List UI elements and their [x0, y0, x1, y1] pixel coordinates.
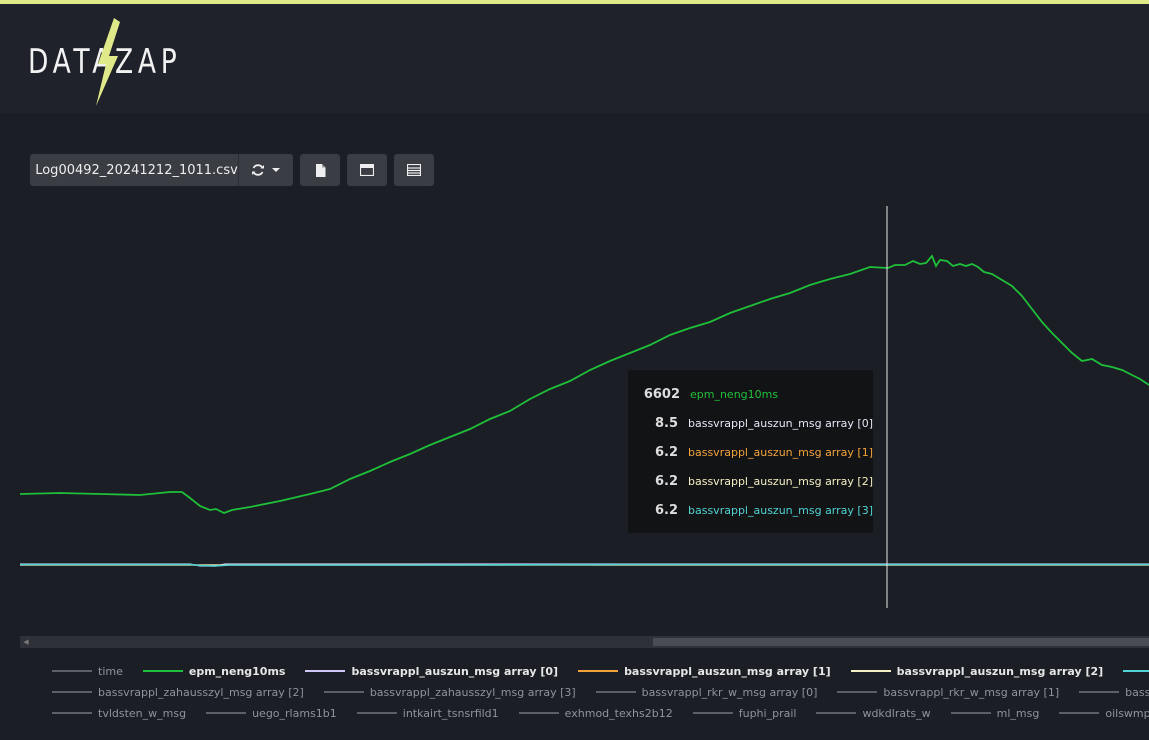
legend-item[interactable]: ml_msg [950, 706, 1040, 720]
tooltip-series-name: bassvrappl_auszun_msg array [0] [688, 416, 873, 430]
tooltip-row: 6.2 bassvrappl_auszun_msg array [3] [628, 500, 873, 520]
series-line-bassvrappl-auszun-array-3 [20, 563, 1149, 567]
legend-line-swatch [595, 691, 636, 693]
legend-line-swatch [206, 712, 247, 714]
hover-tooltip: 6602 epm_neng10ms 8.5 bassvrappl_auszun_… [628, 370, 873, 533]
single-pane-layout-button[interactable] [347, 154, 387, 186]
legend-label: bassvrappl_auszun_msg array [0] [351, 664, 559, 678]
scrollbar-thumb[interactable] [653, 638, 1149, 646]
legend-line-swatch [142, 670, 183, 672]
legend-line-swatch [837, 691, 878, 693]
chart-horizontal-scrollbar[interactable]: ◀ [20, 636, 1149, 648]
legend-label: bassvrappl_auszun_msg array [1] [624, 664, 831, 678]
legend-line-swatch [323, 691, 364, 693]
legend-row: bassvrappl_zahausszyl_msg array [2] bassv… [52, 683, 1149, 701]
legend-label: epm_neng10ms [188, 664, 286, 678]
legend-label: bassvrappl_zahausszyl_msg array [2] [98, 685, 304, 699]
legend-item[interactable]: bassvrappl_auszun_msg array [2] [850, 664, 1104, 678]
legend-line-swatch [305, 670, 346, 672]
legend-line-swatch [578, 670, 619, 672]
multi-pane-layout-button[interactable] [394, 154, 434, 186]
legend-line-swatch [692, 712, 733, 714]
tooltip-series-name: bassvrappl_auszun_msg array [3] [688, 503, 873, 517]
tooltip-series-name: bassvrappl_auszun_msg array [2] [688, 474, 873, 488]
legend-item[interactable]: fuphi_prail [692, 706, 797, 720]
tooltip-value: 6.2 [654, 444, 678, 460]
tooltip-row: 6.2 bassvrappl_auszun_msg array [1] [628, 442, 873, 462]
legend-item[interactable]: bassvrappl_rkr_w_msg array [0] [595, 685, 818, 699]
legend-label: bassvrappl_rkr_w_msg array [2] [1125, 685, 1149, 699]
legend-item[interactable]: bassvrappl_zahausszyl_msg array [2] [52, 686, 304, 699]
legend-line-swatch [816, 712, 857, 714]
legend-item[interactable]: tvldsten_w_msg [52, 707, 186, 720]
legend-label: tvldsten_w_msg [98, 706, 187, 720]
caret-down-icon [272, 168, 280, 172]
series-line-epm-neng10ms [20, 254, 1149, 514]
legend-line-swatch [1079, 691, 1120, 693]
tooltip-value: 6.2 [654, 473, 678, 489]
legend-label: bassvrappl_rkr_w_msg array [1] [883, 685, 1060, 699]
accent-top-bar [0, 0, 1149, 4]
legend-label: intkairt_tsnsrfild1 [402, 706, 499, 720]
legend-item[interactable]: bassvrappl_auszun_msg array [1] [578, 665, 831, 678]
legend-line-swatch [52, 712, 92, 714]
legend-line-swatch [52, 691, 92, 693]
scroll-left-arrow-icon[interactable]: ◀ [23, 638, 29, 646]
file-icon [315, 163, 325, 177]
legend-label: oilswmpt_t [1105, 706, 1149, 720]
legend-row: time epm_neng10ms bassvrappl_auszun_msg ar… [52, 662, 1149, 680]
legend-item[interactable]: bassvrappl_auszun_msg array [0] [305, 665, 558, 678]
legend-item[interactable]: epm_neng10ms [142, 664, 286, 678]
refresh-dropdown-button[interactable] [238, 154, 293, 186]
legend-label: exhmod_texhs2b12 [564, 706, 673, 720]
file-button-group: Log00492_20241212_1011.csv [30, 154, 293, 186]
legend-item[interactable]: intkairt_tsnsrfild1 [356, 706, 499, 720]
legend-label: fuphi_prail [738, 706, 797, 720]
legend-label: bassvrappl_auszun_msg array [2] [896, 664, 1104, 678]
legend-row: tvldsten_w_msg uego_rlams1b1 intkairt_tsns… [52, 704, 1149, 722]
tooltip-value: 8.5 [654, 415, 678, 431]
lightning-bolt-icon [96, 18, 120, 106]
legend-label: wdkdlrats_w [862, 706, 931, 720]
legend-line-swatch [950, 712, 991, 714]
legend-line-swatch [1059, 712, 1100, 714]
legend-line-swatch [356, 712, 397, 714]
legend-label: bassvrappl_rkr_w_msg array [0] [641, 685, 818, 699]
legend-item[interactable]: uego_rlams1b1 [206, 707, 337, 720]
legend-line-swatch [52, 670, 92, 672]
legend-item[interactable]: oilswmpt_t [1059, 707, 1149, 720]
legend-item[interactable]: bassvrappl_zahausszyl_msg array [3] [323, 685, 576, 699]
tooltip-value: 6.2 [654, 502, 678, 518]
legend-label: bassvrappl_zahausszyl_msg array [3] [369, 685, 576, 699]
legend-item[interactable]: bassvrappl_rkr_w_msg array [1] [837, 686, 1059, 699]
legend-item[interactable]: exhmod_texhs2b12 [518, 706, 673, 720]
toolbar: Log00492_20241212_1011.csv [30, 154, 434, 186]
legend-label: ml_msg [996, 706, 1040, 720]
tooltip-row: 8.5 bassvrappl_auszun_msg array [0] [628, 413, 873, 433]
refresh-icon [252, 164, 264, 176]
legend-line-swatch [850, 670, 891, 672]
legend-line-swatch [518, 712, 559, 714]
series-legend: time epm_neng10ms bassvrappl_auszun_msg ar… [52, 660, 1149, 730]
log-chart[interactable] [20, 195, 1149, 625]
stacked-panes-icon [407, 164, 421, 176]
legend-item[interactable]: bassvrappl_auszun_msg array [3] [1123, 665, 1149, 678]
tooltip-series-name: bassvrappl_auszun_msg array [1] [688, 445, 873, 459]
legend-item[interactable]: wdkdlrats_w [816, 706, 931, 720]
legend-item[interactable]: bassvrappl_rkr_w_msg array [2] [1079, 686, 1149, 699]
tooltip-series-name: epm_neng10ms [690, 387, 779, 401]
legend-item[interactable]: time [52, 665, 123, 678]
tooltip-value: 6602 [643, 386, 680, 402]
file-name-label: Log00492_20241212_1011.csv [35, 162, 238, 178]
legend-label: uego_rlams1b1 [252, 706, 337, 720]
tooltip-row: 6602 epm_neng10ms [628, 384, 873, 404]
legend-line-swatch [1123, 670, 1149, 672]
tooltip-row: 6.2 bassvrappl_auszun_msg array [2] [628, 471, 873, 491]
app-header: DATAZAP [0, 4, 1149, 113]
file-icon-button[interactable] [300, 154, 340, 186]
legend-label: time [98, 664, 123, 678]
file-select-button[interactable]: Log00492_20241212_1011.csv [30, 154, 238, 186]
window-icon [360, 164, 374, 176]
